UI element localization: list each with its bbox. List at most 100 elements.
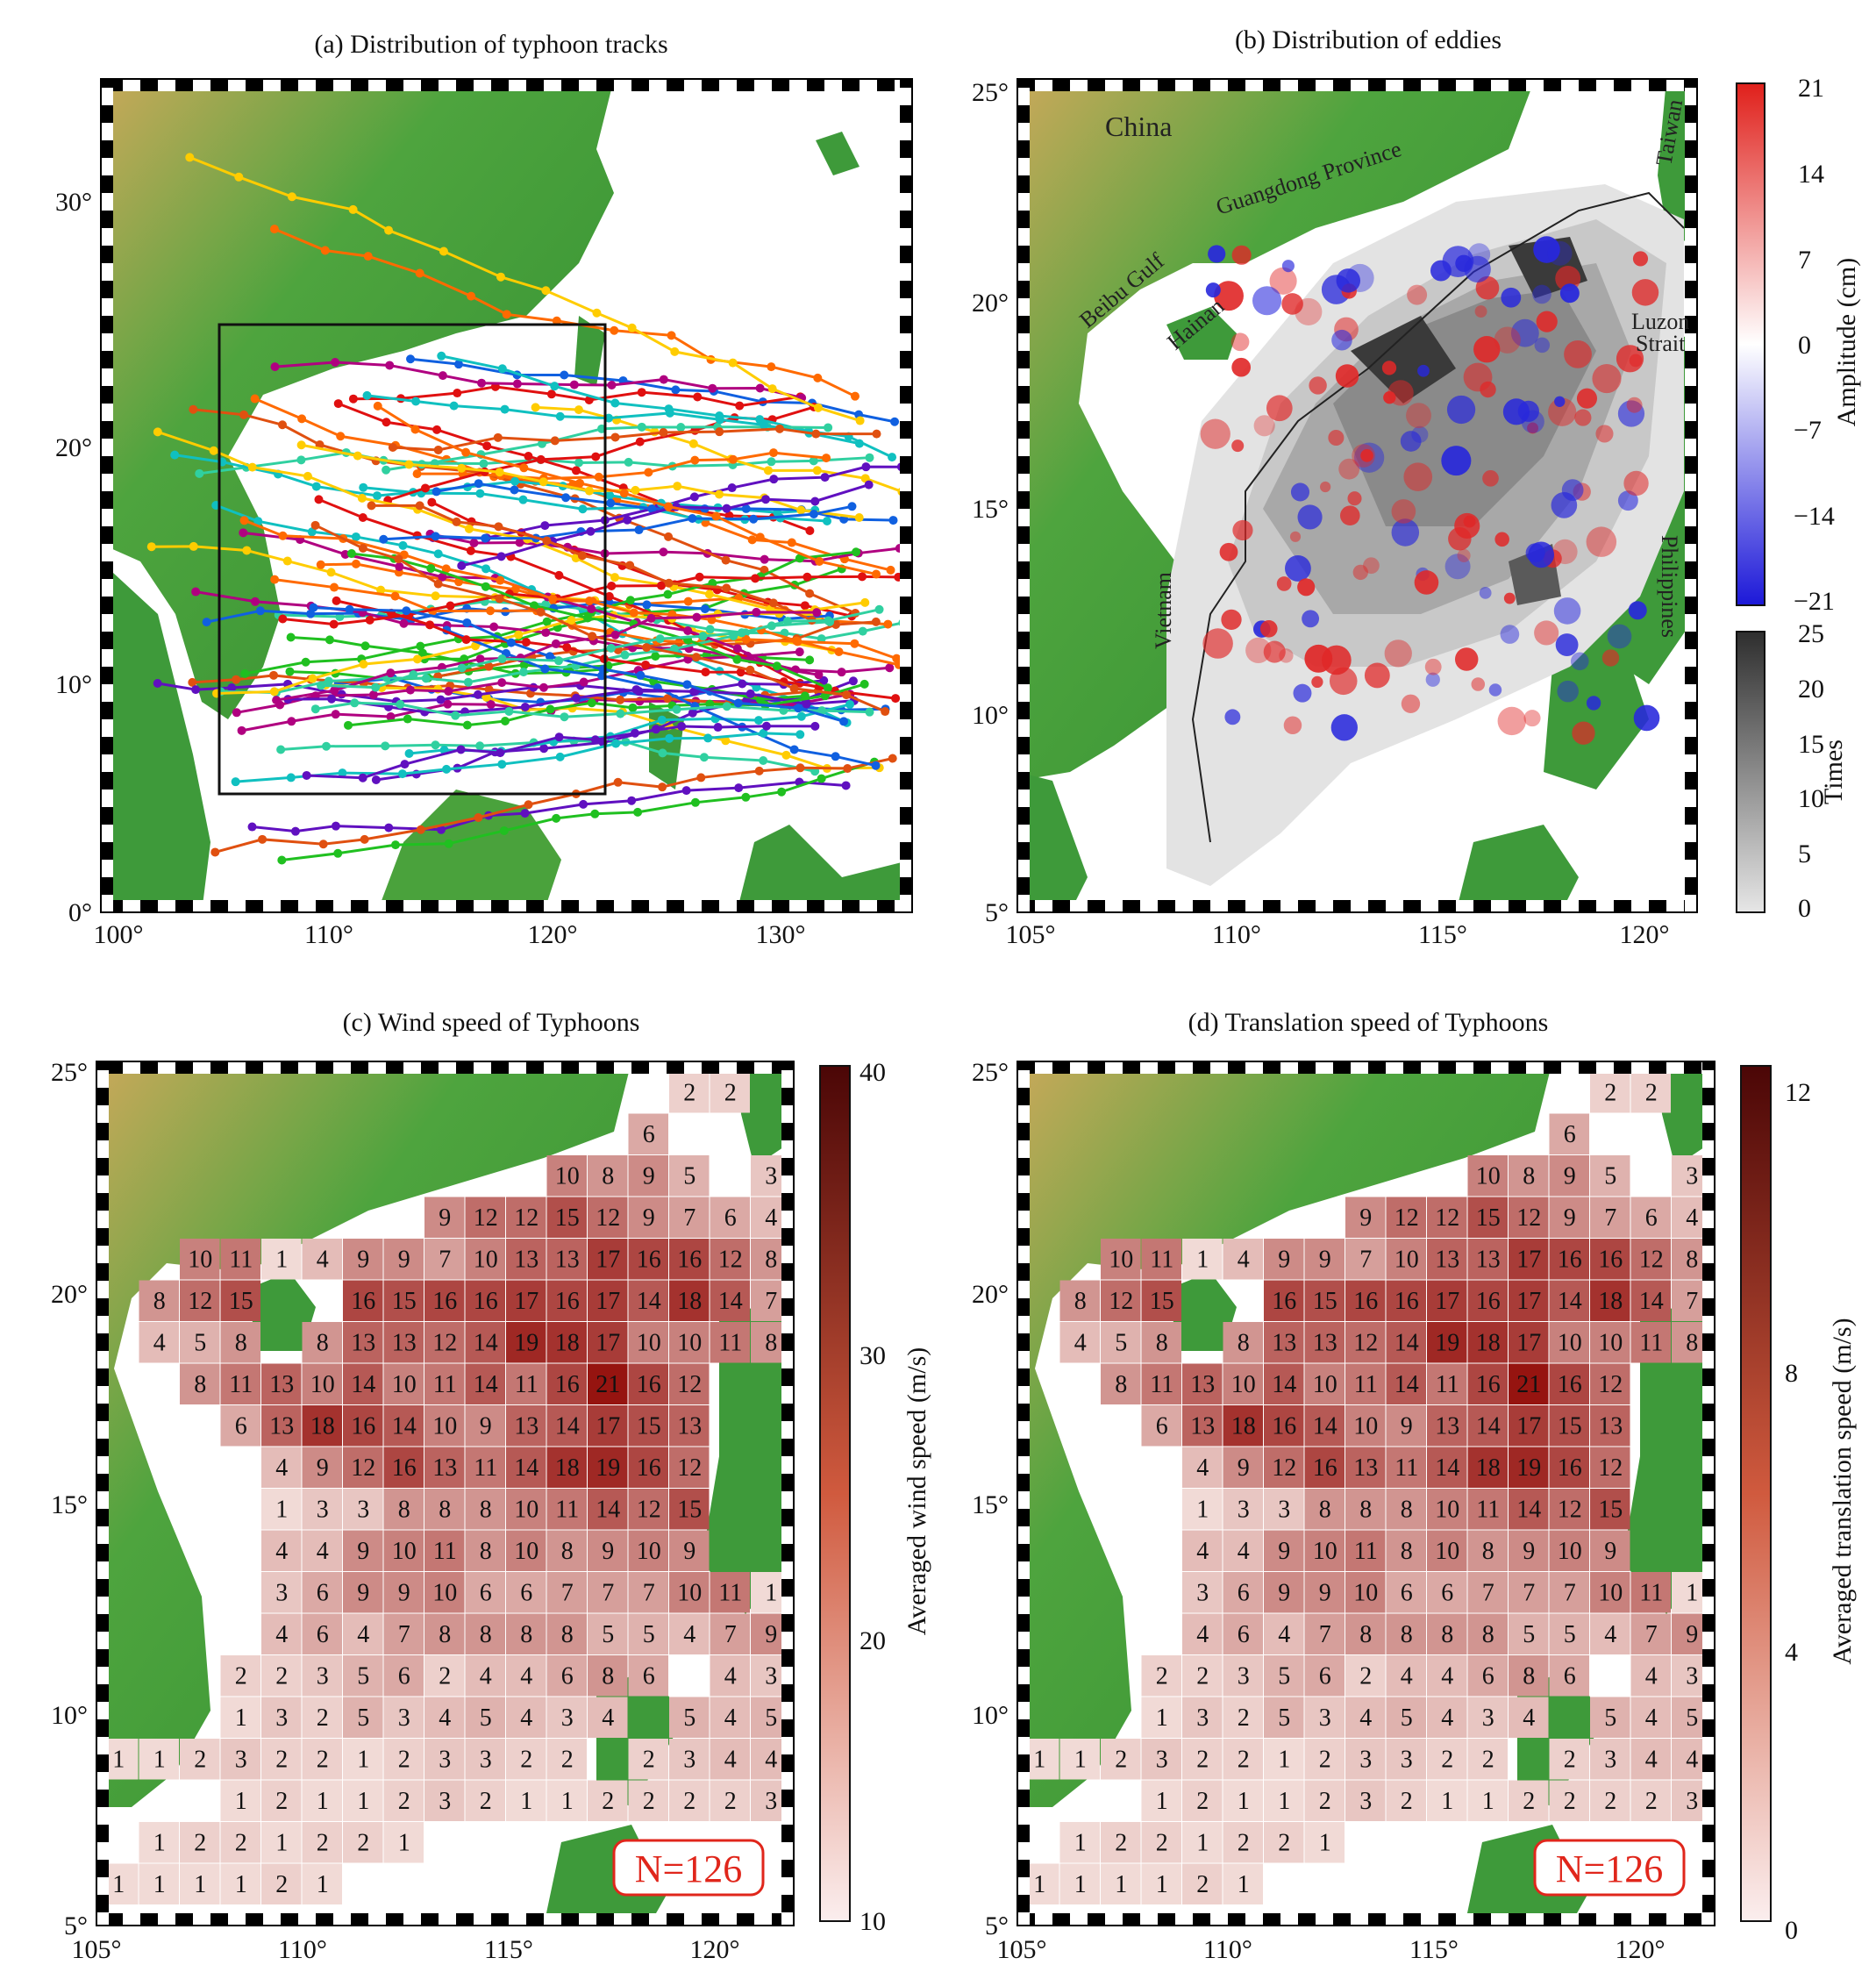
grid-count: 15: [1598, 1496, 1623, 1523]
track-point: [269, 670, 279, 680]
track-point: [330, 686, 339, 696]
track-point: [331, 710, 340, 719]
grid-cell: [343, 1613, 383, 1654]
track-point: [732, 654, 742, 664]
track-point: [542, 536, 552, 546]
grid-cell: [1182, 1447, 1223, 1488]
track-point: [664, 502, 674, 511]
grid-cell: [343, 1239, 383, 1280]
grid-count: 14: [351, 1371, 375, 1398]
panel-a-title: (a) Distribution of typhoon tracks: [314, 30, 667, 59]
grid-count: 7: [1359, 1246, 1372, 1273]
grid-count: 16: [637, 1454, 661, 1482]
track-point: [658, 782, 667, 792]
eddy-marker: [1570, 652, 1589, 671]
track-point: [444, 687, 453, 697]
grid-cell: [588, 1322, 628, 1363]
eddy-marker: [1482, 469, 1499, 487]
grid-cell: [506, 1613, 546, 1654]
track-point: [659, 427, 668, 437]
grid-cell: [302, 1239, 342, 1280]
track-point: [477, 378, 487, 388]
track-point: [858, 626, 867, 636]
grid-cell: [588, 1613, 628, 1654]
track-point: [695, 572, 704, 582]
track-point: [353, 451, 362, 461]
eddy-marker: [1360, 449, 1373, 462]
grid-count: 9: [1564, 1162, 1576, 1190]
track-point: [541, 286, 551, 296]
track-point: [722, 583, 731, 593]
track-point: [587, 604, 596, 614]
grid-cell: [506, 1197, 546, 1238]
grid-count: 10: [1313, 1371, 1337, 1398]
track-point: [663, 694, 673, 704]
eddy-marker: [1552, 539, 1578, 565]
track-point: [665, 408, 674, 418]
grid-count: 7: [1482, 1579, 1494, 1606]
track-point: [451, 711, 460, 720]
panel-b-frame: [1016, 78, 1698, 913]
grid-cell: [1427, 1530, 1467, 1571]
track-point: [420, 483, 430, 493]
grid-cell: [628, 1363, 668, 1404]
track-point: [258, 834, 267, 844]
eddy-marker: [1403, 462, 1433, 491]
track-point: [802, 699, 811, 709]
grid-cell: [1590, 1613, 1630, 1654]
grid-count: 12: [1639, 1246, 1664, 1273]
grid-cell: [139, 1280, 179, 1321]
grid-cell: [628, 1322, 668, 1363]
track-point: [751, 574, 760, 583]
grid-count: 2: [1196, 1788, 1209, 1815]
grid-cell: [1590, 1739, 1630, 1780]
grid-cell: [669, 1072, 710, 1113]
grid-cell: [465, 1447, 505, 1488]
grid-count: 10: [1353, 1412, 1378, 1440]
grid-cell: [710, 1739, 750, 1780]
track-point: [865, 707, 874, 717]
eddy-marker: [1503, 592, 1516, 604]
track-point: [760, 554, 769, 564]
grid-cell: [1590, 1697, 1630, 1738]
b-xtick-0: 105°: [1006, 920, 1056, 949]
eddy-marker: [1444, 554, 1471, 580]
track-point: [745, 665, 755, 675]
track-point: [812, 466, 822, 475]
c-xtick-1: 110°: [278, 1935, 327, 1964]
grid-cell: [1427, 1655, 1467, 1697]
grid-count: 3: [1401, 1746, 1413, 1773]
grid-count: 1: [1238, 1871, 1250, 1898]
grid-cell: [1509, 1780, 1549, 1821]
eddy-marker: [1534, 620, 1559, 646]
grid-count: 1: [235, 1704, 247, 1732]
eddy-marker: [1364, 662, 1390, 689]
grid-cell: [465, 1613, 505, 1654]
amp-tick-4: −7: [1794, 416, 1822, 445]
track-point: [456, 745, 466, 754]
grid-count: 10: [432, 1412, 457, 1440]
grid-cell: [1549, 1530, 1589, 1571]
panel-b: (b) Distribution of eddies: [972, 25, 1861, 949]
track-point: [350, 698, 360, 708]
grid-count: 8: [1359, 1496, 1372, 1523]
grid-cell: [1386, 1780, 1426, 1821]
grid-cell: [1141, 1322, 1181, 1363]
grid-cell: [302, 1780, 342, 1821]
typhoon-track: [424, 568, 843, 661]
grid-cell: [546, 1322, 587, 1363]
track-point: [888, 754, 897, 763]
track-point: [247, 462, 257, 472]
track-point: [239, 410, 248, 419]
eddy-marker: [1289, 531, 1302, 542]
track-point: [610, 398, 620, 408]
grid-cell: [628, 1155, 668, 1197]
track-point: [541, 628, 551, 638]
track-point: [520, 703, 530, 712]
track-point: [728, 454, 738, 464]
grid-cell: [669, 1280, 710, 1321]
track-point: [502, 310, 511, 319]
grid-count: 6: [724, 1204, 737, 1232]
grid-count: 4: [439, 1704, 451, 1732]
track-point: [735, 401, 745, 411]
